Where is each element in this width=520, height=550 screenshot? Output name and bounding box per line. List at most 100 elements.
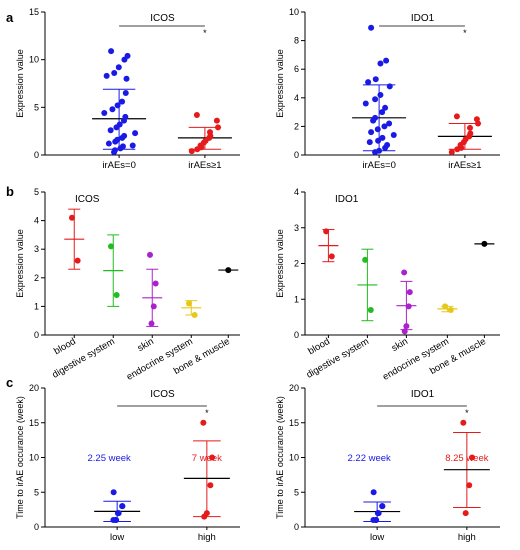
- y-tick-label: 8: [294, 36, 299, 46]
- y-tick-label: 10: [29, 453, 39, 463]
- y-tick-label: 10: [289, 453, 299, 463]
- chart-title: ICOS: [75, 194, 100, 205]
- y-tick-label: 0: [34, 330, 39, 340]
- data-point: [121, 56, 128, 63]
- data-point: [379, 134, 386, 141]
- data-point: [214, 124, 221, 131]
- data-point: [108, 48, 115, 55]
- y-tick-label: 5: [34, 102, 39, 112]
- data-point: [386, 120, 393, 127]
- data-point: [148, 320, 155, 327]
- data-point: [213, 117, 220, 124]
- data-point: [374, 510, 381, 517]
- data-point: [114, 102, 121, 109]
- x-tick-label: irAEs=0: [362, 160, 396, 171]
- series-iraes-1: [437, 113, 492, 156]
- data-point: [406, 289, 413, 296]
- y-tick-label: 0: [34, 150, 39, 160]
- data-point: [105, 140, 112, 147]
- data-point: [107, 127, 114, 134]
- annotation-label: 2.25 week: [87, 453, 131, 464]
- series-iraes-0: [92, 48, 147, 156]
- data-point: [453, 113, 460, 120]
- data-point: [368, 129, 375, 136]
- series-blood: [318, 228, 339, 263]
- data-point: [362, 256, 369, 263]
- x-tick-label: blood: [52, 336, 78, 357]
- data-point: [381, 123, 388, 130]
- data-point: [447, 306, 454, 313]
- y-axis-label: Expression value: [15, 49, 25, 118]
- series-low: [354, 489, 401, 524]
- series-bone-muscle: [474, 240, 495, 247]
- data-point: [120, 117, 127, 124]
- data-point: [362, 100, 369, 107]
- x-tick-label: skin: [136, 336, 156, 354]
- data-point: [462, 510, 469, 517]
- data-point: [112, 138, 119, 145]
- data-point: [101, 110, 108, 117]
- x-tick-label: high: [198, 532, 216, 543]
- data-point: [188, 148, 195, 155]
- series-skin: [142, 251, 163, 327]
- y-tick-label: 0: [34, 522, 39, 532]
- data-point: [448, 149, 455, 156]
- y-tick-label: 0: [294, 330, 299, 340]
- panel-label-a: a: [6, 10, 14, 25]
- data-point: [186, 300, 192, 307]
- data-point: [147, 251, 153, 258]
- data-point: [386, 83, 393, 90]
- x-tick-label: irAEs=0: [102, 160, 136, 171]
- chart-title: IDO1: [411, 13, 435, 24]
- x-tick-label: irAEs≥1: [448, 160, 481, 171]
- data-point: [74, 257, 81, 264]
- data-point: [469, 454, 476, 461]
- data-point: [370, 517, 377, 524]
- panel-label-c: c: [6, 375, 13, 390]
- chart-a-icos: 0 5 10 15 Expression value ICOS * irAEs=0 irAEs≥…: [15, 7, 240, 171]
- data-point: [225, 267, 232, 274]
- series-iraes-0: [352, 24, 407, 156]
- chart-c-ido1: 0 5 10 15 20 Time to irAE occurance (week) IDO…: [275, 383, 500, 543]
- data-point: [193, 111, 200, 118]
- data-point: [366, 139, 373, 146]
- data-point: [122, 90, 129, 97]
- data-point: [191, 311, 198, 318]
- data-point: [328, 253, 335, 260]
- series-high: [183, 419, 230, 520]
- annotation-label: 8.25 week: [445, 453, 489, 464]
- data-point: [372, 149, 379, 156]
- data-point: [129, 142, 136, 149]
- y-tick-label: 4: [294, 187, 299, 197]
- chart-title: IDO1: [335, 194, 359, 205]
- data-point: [113, 291, 120, 298]
- series-high: [443, 419, 490, 517]
- data-point: [379, 503, 386, 510]
- y-axis-label: Expression value: [275, 229, 285, 298]
- data-point: [382, 144, 389, 151]
- y-tick-label: 15: [29, 418, 39, 428]
- data-point: [201, 513, 208, 520]
- data-point: [377, 91, 384, 98]
- data-point: [69, 214, 75, 221]
- series-low: [94, 489, 141, 524]
- data-point: [370, 489, 377, 496]
- y-tick-label: 1: [34, 301, 39, 311]
- data-point: [401, 328, 408, 335]
- x-tick-label: irAEs≥1: [188, 160, 221, 171]
- y-tick-label: 5: [34, 187, 39, 197]
- data-point: [111, 149, 118, 156]
- data-point: [323, 228, 330, 235]
- data-point: [110, 489, 117, 496]
- y-axis-label: Expression value: [275, 49, 285, 118]
- data-point: [454, 146, 461, 153]
- y-axis-label: Expression value: [15, 229, 25, 298]
- x-tick-label: blood: [306, 336, 332, 357]
- series-bone-muscle: [218, 267, 239, 274]
- y-axis-label: Time to irAE occurance (week): [275, 396, 285, 519]
- series-digestive-system: [103, 234, 124, 307]
- x-tick-label: skin: [390, 336, 410, 354]
